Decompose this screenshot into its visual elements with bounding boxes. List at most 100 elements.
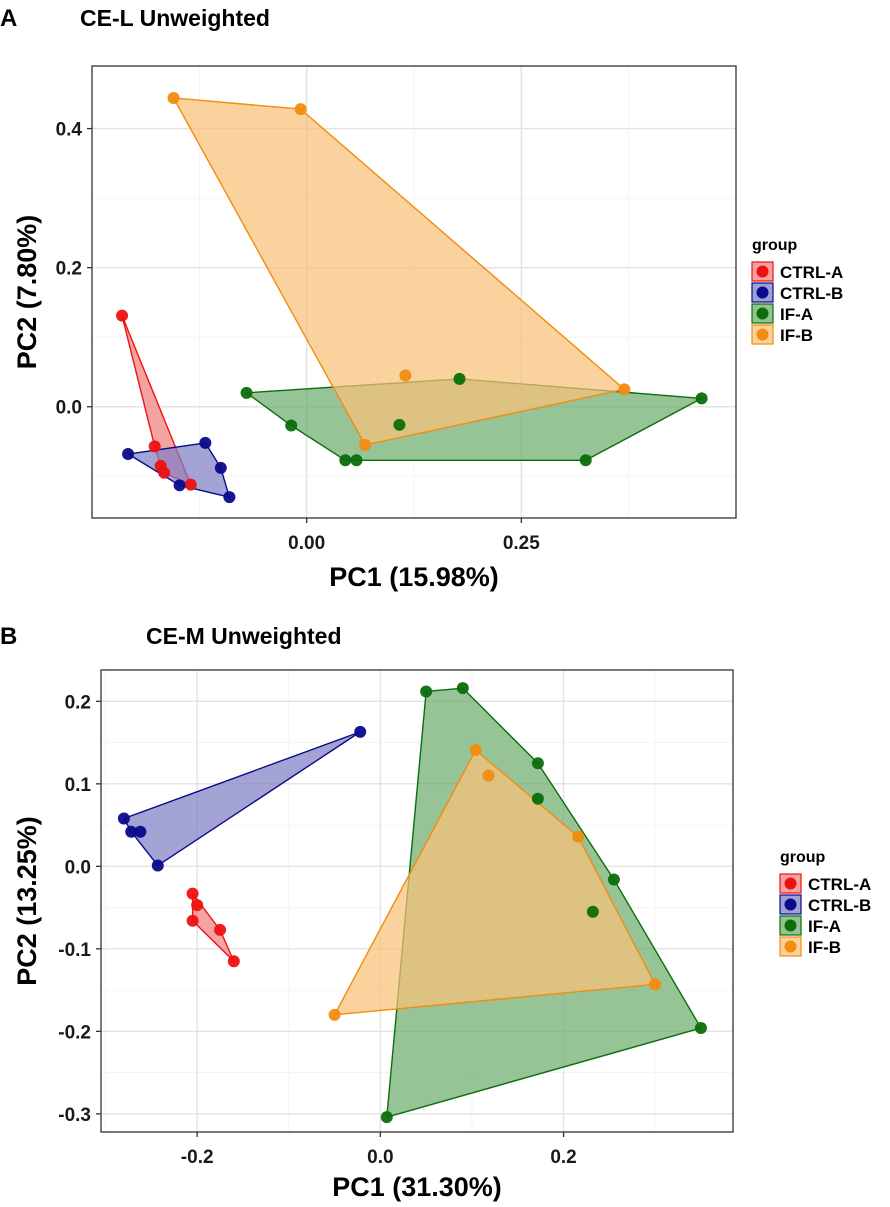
x-tick-label: 0.0 xyxy=(367,1147,393,1168)
point-ctrl-b xyxy=(199,436,212,449)
legend-title: group xyxy=(752,237,798,254)
y-tick-label: 0.0 xyxy=(65,857,91,878)
hull-layer xyxy=(123,687,702,1118)
point-ctrl-a xyxy=(214,923,227,936)
x-axis-title: PC1 (15.98%) xyxy=(329,562,499,592)
point-ctrl-b xyxy=(151,859,164,872)
y-tick-label: 0.2 xyxy=(65,692,91,713)
y-tick-label: 0.1 xyxy=(65,775,92,796)
legend-dot-if-b xyxy=(784,940,797,953)
point-ctrl-b xyxy=(134,825,147,838)
point-if-b xyxy=(618,383,631,396)
point-if-a xyxy=(453,372,466,385)
x-tick-label: 0.00 xyxy=(288,533,325,554)
y-tick-label: 0.4 xyxy=(56,120,83,141)
legend-dot-ctrl-b xyxy=(756,286,769,299)
point-ctrl-b xyxy=(173,479,186,492)
point-if-b xyxy=(482,769,495,782)
point-if-b xyxy=(399,369,412,382)
panel-label: B xyxy=(0,623,17,650)
legend: group CTRL-A CTRL-B IF-A IF-B xyxy=(751,237,843,345)
legend-label-ctrl-a: CTRL-A xyxy=(808,875,871,894)
point-if-b xyxy=(649,978,662,991)
legend-dot-if-a xyxy=(756,307,769,320)
chart-title: CE-M Unweighted xyxy=(146,623,342,649)
point-ctrl-a xyxy=(116,309,129,322)
hull-ctrl-b xyxy=(123,731,361,867)
point-ctrl-a xyxy=(227,955,240,968)
point-ctrl-b xyxy=(117,812,130,825)
point-if-a xyxy=(285,419,298,432)
legend-dot-if-a xyxy=(784,919,797,932)
point-if-b xyxy=(359,438,372,451)
point-ctrl-b xyxy=(223,491,236,504)
legend-label-if-a: IF-A xyxy=(808,917,841,936)
point-if-a xyxy=(339,454,352,467)
legend-dot-ctrl-a xyxy=(784,877,797,890)
point-ctrl-a xyxy=(186,914,199,927)
y-axis-title: PC2 (13.25%) xyxy=(12,816,42,986)
chart-panel-a: A CE-L Unweighted 0.00 0.25 0.0 0.2 0.4 PC1 … xyxy=(0,5,843,592)
panel-label: A xyxy=(0,5,17,32)
plot-border xyxy=(100,669,734,1133)
point-if-a xyxy=(531,792,544,805)
x-tick-label: 0.2 xyxy=(550,1147,576,1168)
axes: -0.2 0.0 0.2 -0.3 -0.2 -0.1 0.0 0.1 0.2 xyxy=(58,692,577,1168)
point-if-a xyxy=(393,418,406,431)
chart-panel-b: B CE-M Unweighted -0.2 0.0 0.2 -0.3 -0.2 -0.1… xyxy=(0,623,871,1202)
legend-label-ctrl-a: CTRL-A xyxy=(780,263,843,282)
legend-label-ctrl-b: CTRL-B xyxy=(808,896,871,915)
point-if-b xyxy=(469,744,482,757)
y-tick-label: 0.2 xyxy=(56,259,82,280)
point-if-a xyxy=(586,905,599,918)
axes: 0.00 0.25 0.0 0.2 0.4 xyxy=(56,120,541,554)
point-layer xyxy=(117,682,707,1124)
point-ctrl-a xyxy=(191,899,204,912)
point-ctrl-a xyxy=(186,887,199,900)
point-if-a xyxy=(350,454,363,467)
panel-a: A CE-L Unweighted 0.00 0.25 0.0 0.2 0.4 PC1 … xyxy=(0,0,890,600)
legend-label-if-b: IF-B xyxy=(780,326,813,345)
point-ctrl-a xyxy=(158,466,171,479)
point-if-b xyxy=(294,103,307,116)
y-tick-label: -0.2 xyxy=(58,1022,91,1043)
point-if-b xyxy=(572,830,585,843)
point-if-b xyxy=(328,1008,341,1021)
y-axis-title: PC2 (7.80%) xyxy=(12,215,42,370)
y-tick-label: -0.1 xyxy=(58,940,91,961)
point-if-b xyxy=(167,91,180,104)
point-ctrl-b xyxy=(214,461,227,474)
y-tick-label: 0.0 xyxy=(56,398,82,419)
point-if-a xyxy=(420,685,433,698)
chart-title: CE-L Unweighted xyxy=(80,5,270,31)
point-ctrl-b xyxy=(125,825,138,838)
hull-ctrl-b xyxy=(127,442,231,498)
point-layer xyxy=(116,91,708,504)
legend-label-if-b: IF-B xyxy=(808,938,841,957)
legend-label-ctrl-b: CTRL-B xyxy=(780,284,843,303)
point-if-a xyxy=(380,1111,393,1124)
panel-b: B CE-M Unweighted -0.2 0.0 0.2 -0.3 -0.2 -0.1… xyxy=(0,600,890,1207)
legend-dot-if-b xyxy=(756,328,769,341)
point-if-a xyxy=(456,682,469,695)
point-if-a xyxy=(240,386,253,399)
legend-title: group xyxy=(780,849,826,866)
point-if-a xyxy=(694,1022,707,1035)
point-ctrl-a xyxy=(148,440,161,453)
point-if-a xyxy=(607,873,620,886)
legend: group CTRL-A CTRL-B IF-A IF-B xyxy=(779,849,871,957)
point-ctrl-a xyxy=(184,478,197,491)
y-tick-label: -0.3 xyxy=(58,1105,91,1126)
x-tick-label: -0.2 xyxy=(181,1147,214,1168)
legend-dot-ctrl-a xyxy=(756,265,769,278)
point-if-a xyxy=(695,392,708,405)
point-ctrl-b xyxy=(354,725,367,738)
legend-label-if-a: IF-A xyxy=(780,305,813,324)
point-if-a xyxy=(579,454,592,467)
point-if-a xyxy=(531,757,544,770)
hull-layer xyxy=(121,97,703,498)
plot-border xyxy=(91,65,737,519)
point-ctrl-b xyxy=(122,448,135,461)
x-tick-label: 0.25 xyxy=(503,533,540,554)
legend-dot-ctrl-b xyxy=(784,898,797,911)
